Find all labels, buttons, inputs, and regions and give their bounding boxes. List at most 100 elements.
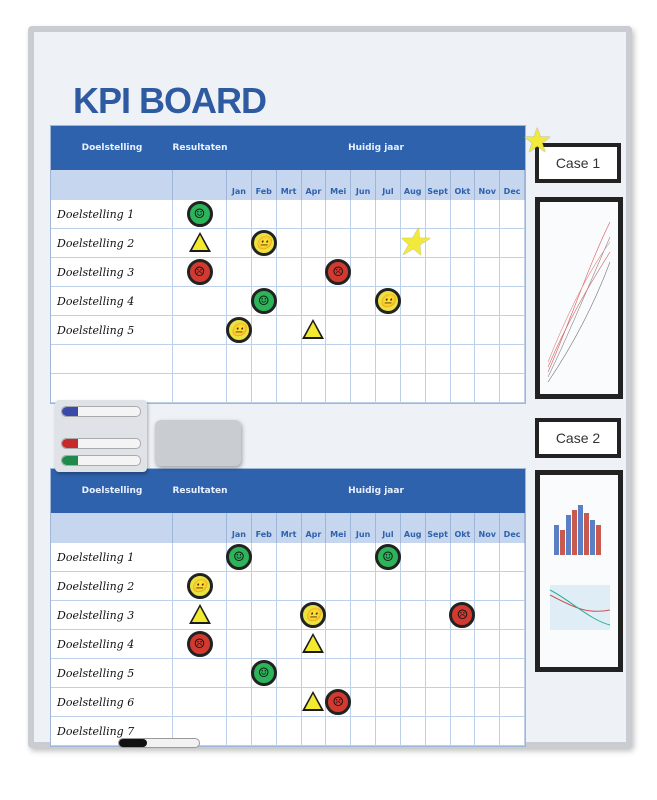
month-cell[interactable] (276, 688, 302, 717)
results-cell[interactable] (173, 688, 227, 717)
month-cell[interactable] (276, 229, 302, 258)
warning-triangle-magnet[interactable] (188, 232, 211, 252)
month-cell[interactable] (450, 659, 476, 688)
green-smiley-magnet[interactable]: ☺ (250, 288, 277, 314)
month-cell[interactable] (450, 345, 476, 374)
month-cell[interactable] (475, 717, 501, 746)
month-cell[interactable] (301, 258, 327, 287)
month-cell[interactable] (276, 543, 302, 572)
month-cell[interactable] (450, 287, 476, 316)
month-cell[interactable] (450, 543, 476, 572)
month-cell[interactable] (227, 717, 252, 746)
month-cell[interactable]: ☹ (325, 688, 352, 717)
results-cell[interactable] (173, 345, 227, 374)
month-cell[interactable] (400, 688, 426, 717)
month-cell[interactable] (251, 345, 277, 374)
warning-triangle-magnet[interactable] (302, 319, 325, 339)
results-cell[interactable] (173, 543, 227, 572)
month-cell[interactable] (376, 601, 401, 630)
month-cell[interactable] (475, 688, 501, 717)
month-cell[interactable] (425, 659, 451, 688)
month-cell[interactable] (475, 200, 501, 229)
month-cell[interactable] (500, 345, 525, 374)
yellow-smiley-magnet[interactable]: 😐 (186, 573, 213, 599)
month-cell[interactable] (500, 688, 525, 717)
month-cell[interactable]: 😐 (225, 316, 252, 345)
yellow-smiley-magnet[interactable]: 😐 (225, 317, 252, 343)
month-cell[interactable] (425, 717, 451, 746)
month-cell[interactable] (227, 374, 252, 403)
month-cell[interactable] (400, 717, 426, 746)
month-cell[interactable] (425, 316, 451, 345)
month-cell[interactable] (500, 630, 525, 659)
yellow-smiley-magnet[interactable]: 😐 (250, 230, 277, 256)
month-cell[interactable] (376, 229, 401, 258)
month-cell[interactable] (276, 630, 302, 659)
month-cell[interactable] (251, 688, 277, 717)
month-cell[interactable] (227, 229, 252, 258)
month-cell[interactable] (400, 572, 426, 601)
month-cell[interactable] (326, 659, 352, 688)
month-cell[interactable] (251, 543, 277, 572)
month-cell[interactable] (400, 258, 426, 287)
month-cell[interactable] (251, 717, 277, 746)
month-cell[interactable] (425, 601, 451, 630)
eraser[interactable] (155, 420, 241, 466)
month-cell[interactable] (500, 374, 525, 403)
month-cell[interactable] (227, 572, 252, 601)
month-cell[interactable] (400, 200, 426, 229)
marker-blue[interactable] (61, 406, 141, 417)
month-cell[interactable] (301, 287, 327, 316)
red-smiley-magnet[interactable]: ☹ (186, 631, 213, 657)
month-cell[interactable] (301, 229, 327, 258)
results-cell[interactable]: ☹ (173, 258, 227, 287)
month-cell[interactable] (425, 630, 451, 659)
month-cell[interactable] (326, 543, 352, 572)
month-cell[interactable] (425, 374, 451, 403)
month-cell[interactable] (475, 345, 501, 374)
month-cell[interactable] (351, 543, 376, 572)
month-cell[interactable] (376, 630, 401, 659)
month-cell[interactable] (400, 345, 426, 374)
month-cell[interactable] (326, 572, 352, 601)
month-cell[interactable] (400, 543, 426, 572)
month-cell[interactable] (326, 316, 352, 345)
month-cell[interactable] (276, 659, 302, 688)
results-cell[interactable]: ☹ (173, 630, 227, 659)
month-cell[interactable] (351, 200, 376, 229)
month-cell[interactable]: ☹ (449, 601, 476, 630)
month-cell[interactable]: 😐 (250, 229, 277, 258)
month-cell[interactable] (475, 572, 501, 601)
month-cell[interactable]: ☺ (250, 659, 277, 688)
month-cell[interactable] (276, 345, 302, 374)
month-cell[interactable] (475, 287, 501, 316)
month-cell[interactable] (450, 200, 476, 229)
month-cell[interactable] (227, 601, 252, 630)
month-cell[interactable] (301, 630, 327, 659)
month-cell[interactable] (400, 316, 426, 345)
month-cell[interactable] (376, 258, 401, 287)
month-cell[interactable] (475, 601, 501, 630)
month-cell[interactable] (301, 345, 327, 374)
month-cell[interactable] (251, 572, 277, 601)
month-cell[interactable] (276, 601, 302, 630)
month-cell[interactable] (227, 345, 252, 374)
month-cell[interactable] (301, 659, 327, 688)
month-cell[interactable] (326, 630, 352, 659)
results-cell[interactable] (173, 601, 227, 630)
month-cell[interactable] (351, 601, 376, 630)
month-cell[interactable] (351, 316, 376, 345)
month-cell[interactable] (376, 345, 401, 374)
month-cell[interactable] (251, 200, 277, 229)
month-cell[interactable] (351, 630, 376, 659)
month-cell[interactable] (500, 659, 525, 688)
marker-green[interactable] (61, 455, 141, 466)
month-cell[interactable] (351, 229, 376, 258)
month-cell[interactable] (425, 258, 451, 287)
month-cell[interactable] (227, 688, 252, 717)
month-cell[interactable] (276, 287, 302, 316)
month-cell[interactable] (400, 287, 426, 316)
green-smiley-magnet[interactable]: ☺ (225, 544, 252, 570)
month-cell[interactable] (301, 316, 327, 345)
month-cell[interactable] (227, 200, 252, 229)
